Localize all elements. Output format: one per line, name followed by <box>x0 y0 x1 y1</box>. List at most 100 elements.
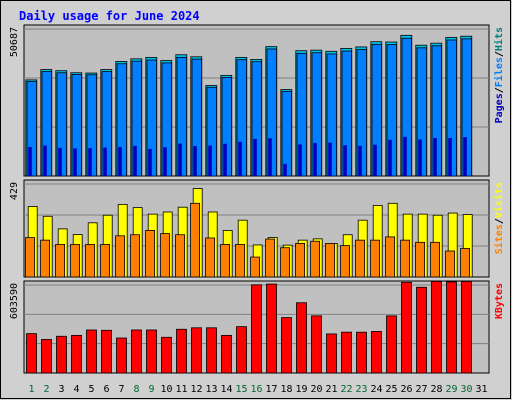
bar-kbytes-day-23 <box>356 331 367 374</box>
bar-pages-day-4 <box>73 148 77 176</box>
x-tick-label: 9 <box>148 384 154 395</box>
x-tick-label: 8 <box>133 384 139 395</box>
bar-sites-day-20 <box>310 240 321 278</box>
x-tick-label: 4 <box>73 384 79 395</box>
bar-sites-day-2 <box>40 239 50 278</box>
x-tick-label: 6 <box>103 384 109 395</box>
bar-kbytes-day-11 <box>176 328 187 374</box>
bar-kbytes-day-19 <box>296 302 307 374</box>
bar-kbytes-day-18 <box>281 317 292 374</box>
bar-pages-day-23 <box>358 145 362 176</box>
bar-kbytes-day-5 <box>86 329 97 374</box>
x-tick-label: 7 <box>118 384 124 395</box>
bar-sites-day-22 <box>340 245 351 278</box>
x-tick-label: 21 <box>325 384 337 395</box>
x-tick-label: 1 <box>28 384 34 395</box>
bar-kbytes-day-10 <box>161 336 172 374</box>
bar-pages-day-10 <box>163 147 167 176</box>
x-tick-label: 11 <box>175 384 187 395</box>
bar-sites-day-26 <box>400 239 411 278</box>
bar-kbytes-day-28 <box>431 281 442 374</box>
bar-sites-day-23 <box>355 239 366 278</box>
bar-pages-day-12 <box>193 146 197 176</box>
bar-files-day-7 <box>116 63 128 177</box>
y-axis-max-label: 429 <box>9 182 20 200</box>
bar-pages-day-28 <box>433 138 437 176</box>
panel-visits-sites: 429 Sites/Visits <box>9 179 505 278</box>
bar-sites-day-3 <box>55 244 65 278</box>
x-tick-label: 24 <box>370 384 382 395</box>
x-tick-label: 13 <box>205 384 217 395</box>
bar-kbytes-day-8 <box>131 329 142 374</box>
panel-kbytes: 603590 KBytes <box>9 280 505 374</box>
bar-kbytes-day-1 <box>26 333 37 374</box>
bar-sites-day-6 <box>100 244 110 278</box>
bar-sites-day-10 <box>160 233 171 278</box>
bar-kbytes-day-22 <box>341 331 352 374</box>
bar-files-day-6 <box>101 71 113 177</box>
bar-pages-day-1 <box>28 147 32 176</box>
panel-hits-files-pages: 50687 Pages/Files/Hits <box>9 24 505 177</box>
bar-kbytes-day-14 <box>221 334 232 374</box>
bar-sites-day-8 <box>130 234 141 278</box>
bar-kbytes-day-25 <box>386 315 397 374</box>
bar-kbytes-day-24 <box>371 331 382 374</box>
bar-pages-day-19 <box>298 144 302 176</box>
bar-kbytes-day-13 <box>206 327 217 374</box>
bar-sites-day-4 <box>70 244 80 278</box>
bar-kbytes-day-6 <box>101 329 112 374</box>
bar-sites-day-24 <box>370 239 381 278</box>
bar-files-day-18 <box>281 90 293 177</box>
x-tick-label: 29 <box>445 384 457 395</box>
bar-sites-day-17 <box>265 238 276 278</box>
x-tick-label: 17 <box>265 384 277 395</box>
legend-entry: Hits <box>493 27 505 51</box>
bar-sites-day-29 <box>445 250 456 278</box>
bar-pages-day-17 <box>268 138 272 176</box>
bar-pages-day-18 <box>283 163 287 176</box>
bar-pages-day-15 <box>238 141 242 176</box>
bar-sites-day-11 <box>175 234 186 278</box>
legend-hits-files-pages: Pages/Files/Hits <box>493 27 505 123</box>
x-tick-label: 15 <box>235 384 247 395</box>
bar-pages-day-9 <box>148 149 152 176</box>
bar-kbytes-day-7 <box>116 337 127 374</box>
bar-sites-day-18 <box>280 247 291 278</box>
bar-pages-day-11 <box>178 143 182 176</box>
bar-kbytes-day-27 <box>416 286 427 374</box>
x-tick-label: 20 <box>310 384 322 395</box>
bar-pages-day-25 <box>388 139 392 176</box>
x-tick-label: 31 <box>475 384 487 395</box>
x-axis-day-labels: 1 2 3 4 5 6 7 8 9 10 11 12 13 14 15 16 17 18 19 20 21 22 23 24 2… <box>28 384 487 395</box>
bar-pages-day-14 <box>223 143 227 176</box>
x-tick-label: 16 <box>250 384 262 395</box>
bar-sites-day-5 <box>85 244 95 278</box>
bar-sites-day-9 <box>145 229 156 278</box>
bar-kbytes-day-17 <box>266 283 277 374</box>
bar-sites-day-28 <box>430 241 441 278</box>
bar-files-day-4 <box>71 74 83 177</box>
bar-sites-day-14 <box>220 244 231 278</box>
y-axis-max-label: 50687 <box>9 27 20 57</box>
bar-pages-day-13 <box>208 145 212 176</box>
bar-pages-day-21 <box>328 142 332 176</box>
bar-sites-day-21 <box>325 242 336 278</box>
legend-entry: / <box>494 218 505 224</box>
bar-kbytes-day-15 <box>236 326 247 374</box>
bar-sites-day-30 <box>460 247 471 278</box>
chart-panels: 50687 Pages/Files/Hits 429Sites/Visits6035… <box>9 24 505 374</box>
legend-entry: / <box>494 51 505 57</box>
bar-sites-day-13 <box>205 237 216 278</box>
x-tick-label: 27 <box>415 384 427 395</box>
bar-pages-day-26 <box>403 136 407 176</box>
bar-pages-day-24 <box>373 144 377 176</box>
x-tick-label: 5 <box>88 384 94 395</box>
x-tick-label: 23 <box>355 384 367 395</box>
bar-sites-day-16 <box>250 256 261 278</box>
x-tick-label: 19 <box>295 384 307 395</box>
bar-pages-day-8 <box>133 145 137 176</box>
x-tick-label: 3 <box>58 384 64 395</box>
legend-entry: Visits <box>493 182 505 218</box>
